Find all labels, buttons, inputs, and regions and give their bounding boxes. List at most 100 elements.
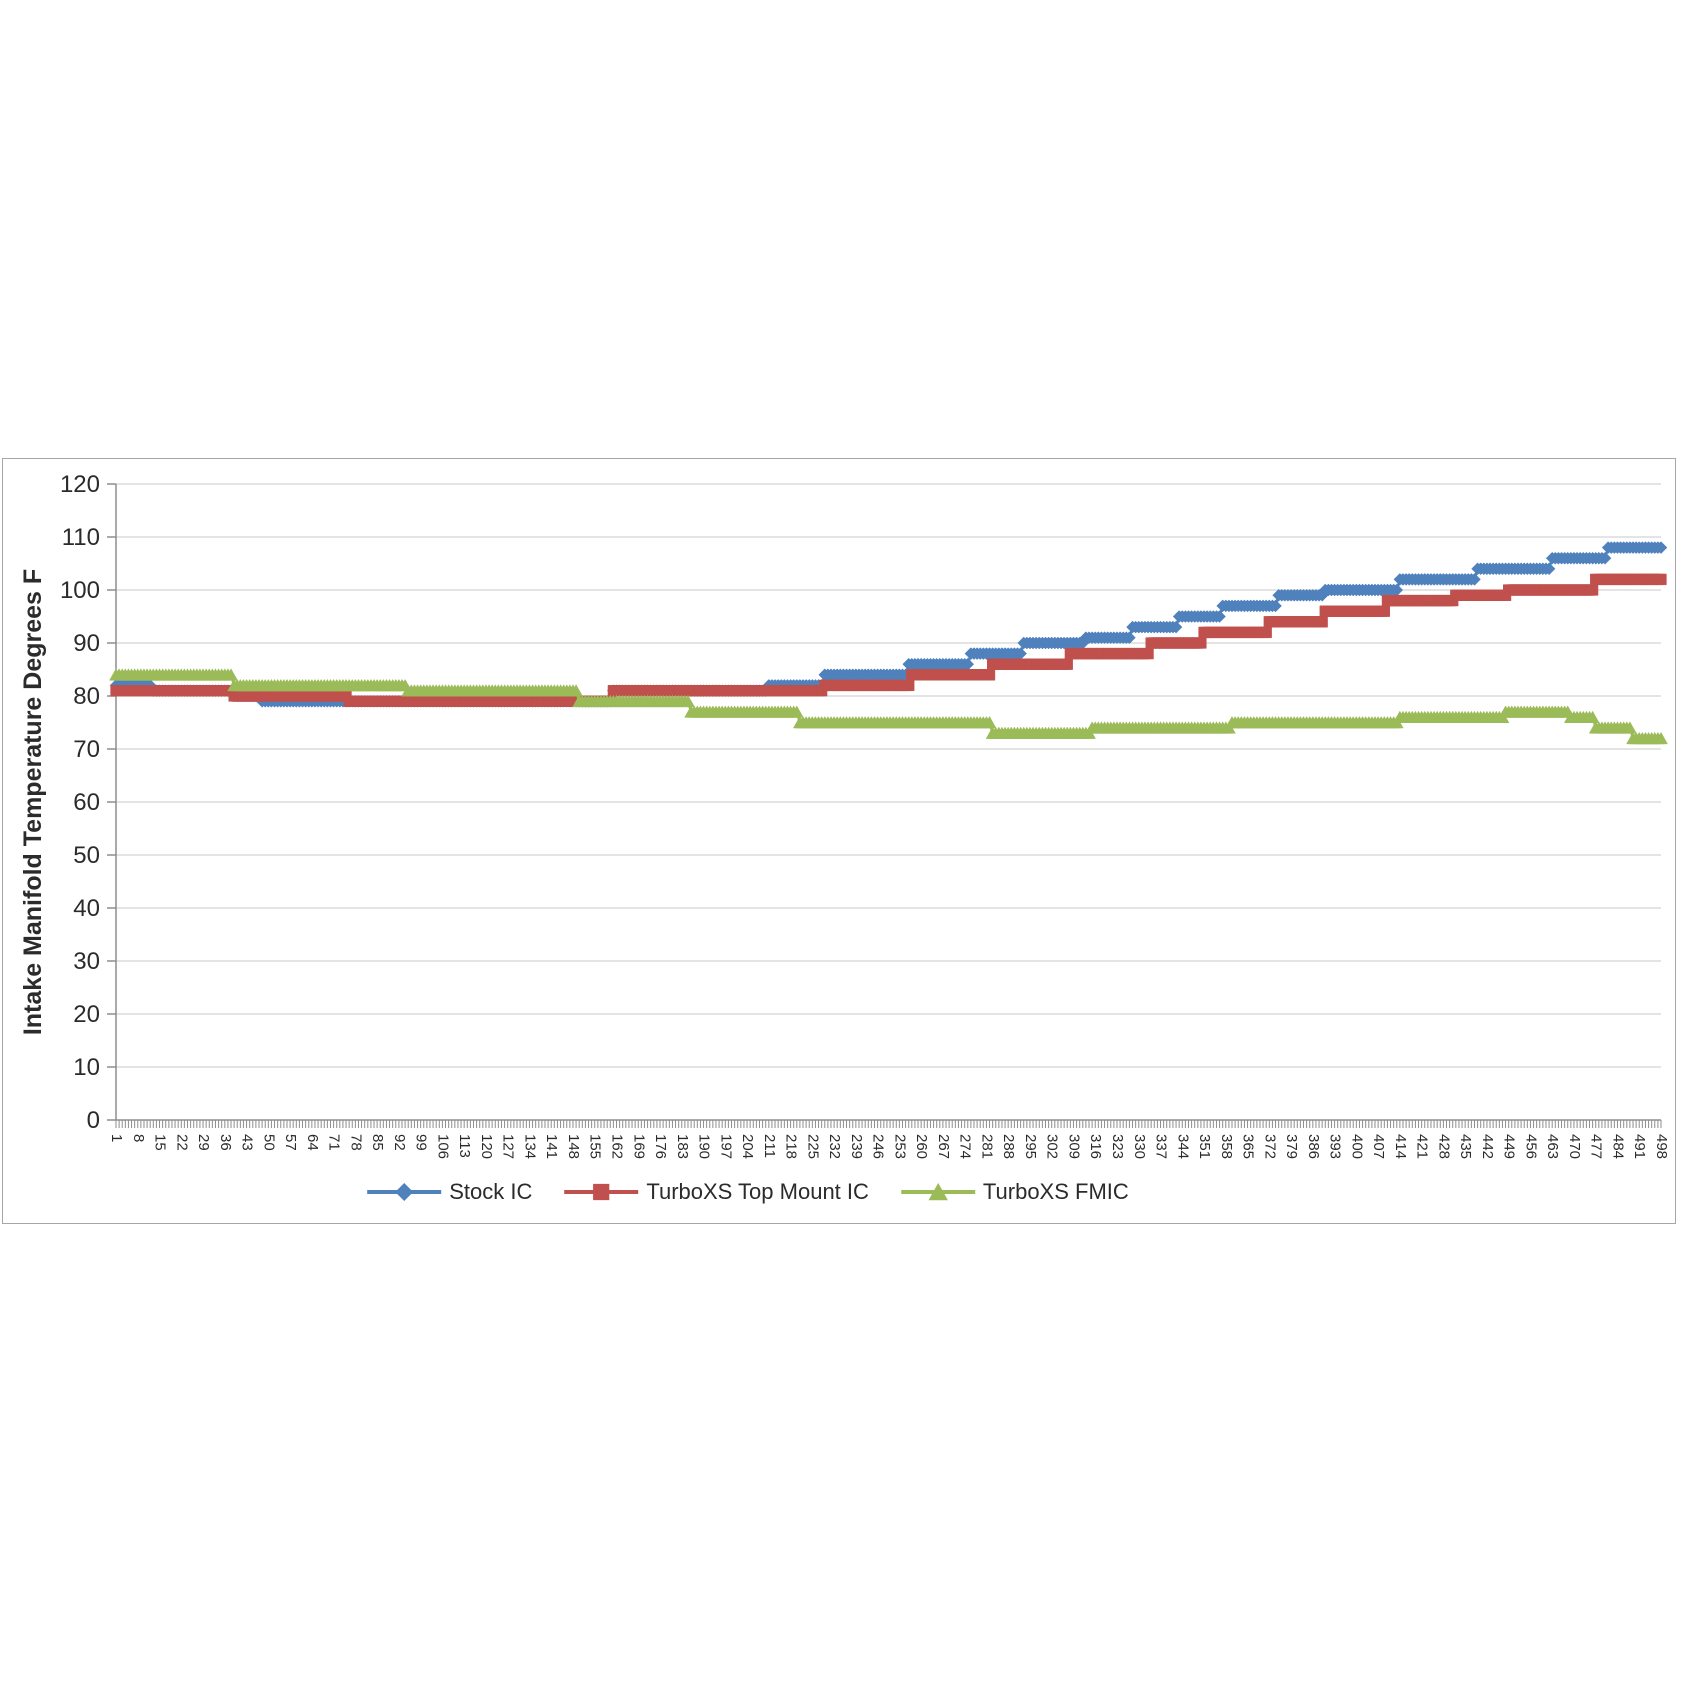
svg-text:148: 148 (565, 1134, 582, 1159)
svg-text:323: 323 (1109, 1134, 1126, 1159)
svg-text:60: 60 (73, 789, 100, 816)
svg-text:141: 141 (543, 1134, 560, 1159)
svg-text:295: 295 (1022, 1134, 1039, 1159)
x-axis-tick-comb (115, 1120, 1662, 1128)
svg-text:176: 176 (652, 1134, 669, 1159)
svg-text:330: 330 (1131, 1134, 1148, 1159)
legend-item-turboxs-top-mount-ic: TurboXS Top Mount IC (562, 1179, 869, 1205)
svg-text:225: 225 (804, 1134, 821, 1159)
svg-text:344: 344 (1174, 1134, 1191, 1159)
svg-text:281: 281 (978, 1134, 995, 1159)
svg-text:400: 400 (1348, 1134, 1365, 1159)
svg-text:288: 288 (1000, 1134, 1017, 1159)
svg-text:155: 155 (587, 1134, 604, 1159)
svg-text:246: 246 (870, 1134, 887, 1159)
svg-text:120: 120 (60, 471, 100, 498)
svg-text:218: 218 (783, 1134, 800, 1159)
svg-text:43: 43 (239, 1134, 256, 1151)
legend: Stock IC TurboXS Top Mount IC TurboXS FM… (365, 1179, 1129, 1205)
svg-text:64: 64 (304, 1134, 321, 1151)
svg-text:30: 30 (73, 948, 100, 975)
svg-text:78: 78 (347, 1134, 364, 1151)
svg-text:386: 386 (1305, 1134, 1322, 1159)
svg-text:442: 442 (1479, 1134, 1496, 1159)
svg-text:100: 100 (60, 577, 100, 604)
y-axis-ticks-labels: 0 10 20 30 40 50 60 70 80 90 100 110 120 (60, 471, 116, 1134)
turboxs-top-mount-line-square-icon (564, 1183, 639, 1201)
svg-text:351: 351 (1196, 1134, 1213, 1159)
chart-frame: 0 10 20 30 40 50 60 70 80 90 100 110 120 1 8 15 22 29 36 43… (2, 458, 1676, 1224)
svg-text:498: 498 (1653, 1134, 1670, 1159)
svg-text:1: 1 (108, 1134, 125, 1142)
svg-text:22: 22 (173, 1134, 190, 1151)
svg-text:393: 393 (1327, 1134, 1344, 1159)
x-axis-labels: 1 8 15 22 29 36 43 50 57 64 71 78 85 92 99 106 113 120 127… (108, 1134, 1670, 1159)
svg-text:110: 110 (62, 524, 100, 551)
legend-item-stock-ic: Stock IC (365, 1179, 532, 1205)
svg-text:267: 267 (935, 1134, 952, 1159)
svg-text:40: 40 (73, 895, 100, 922)
svg-text:134: 134 (521, 1134, 538, 1159)
svg-text:99: 99 (413, 1134, 430, 1151)
svg-text:491: 491 (1631, 1134, 1648, 1159)
svg-text:428: 428 (1435, 1134, 1452, 1159)
svg-text:477: 477 (1588, 1134, 1605, 1159)
svg-text:463: 463 (1544, 1134, 1561, 1159)
legend-label-stock-ic: Stock IC (449, 1179, 533, 1204)
svg-text:449: 449 (1501, 1134, 1518, 1159)
svg-text:456: 456 (1522, 1134, 1539, 1159)
svg-text:57: 57 (282, 1134, 299, 1151)
legend-label-turboxs-top-mount-ic: TurboXS Top Mount IC (646, 1179, 869, 1204)
svg-text:337: 337 (1153, 1134, 1170, 1159)
gridlines (116, 483, 1661, 1068)
svg-text:484: 484 (1609, 1134, 1626, 1159)
svg-text:421: 421 (1414, 1134, 1431, 1159)
svg-text:80: 80 (73, 683, 100, 710)
svg-text:190: 190 (696, 1134, 713, 1159)
svg-text:127: 127 (500, 1134, 517, 1159)
legend-label-turboxs-fmic: TurboXS FMIC (982, 1179, 1129, 1204)
svg-text:358: 358 (1218, 1134, 1235, 1159)
svg-text:50: 50 (260, 1134, 277, 1151)
plot-svg: 0 10 20 30 40 50 60 70 80 90 100 110 120 1 8 15 22 29 36 43… (19, 471, 1670, 1159)
svg-text:365: 365 (1240, 1134, 1257, 1159)
svg-text:239: 239 (848, 1134, 865, 1159)
svg-text:309: 309 (1065, 1134, 1082, 1159)
svg-text:274: 274 (957, 1134, 974, 1159)
series-turboxs-fmic (109, 668, 1668, 745)
svg-text:113: 113 (456, 1134, 473, 1158)
svg-text:162: 162 (608, 1134, 625, 1159)
y-axis-title: Intake Manifold Temperature Degrees F (19, 569, 47, 1035)
svg-text:120: 120 (478, 1134, 495, 1159)
svg-text:183: 183 (674, 1134, 691, 1159)
svg-text:260: 260 (913, 1134, 930, 1159)
svg-text:106: 106 (434, 1134, 451, 1159)
svg-text:232: 232 (826, 1134, 843, 1159)
svg-text:372: 372 (1261, 1134, 1278, 1159)
svg-text:211: 211 (761, 1134, 778, 1158)
svg-text:0: 0 (87, 1107, 100, 1134)
svg-text:435: 435 (1457, 1134, 1474, 1159)
svg-text:50: 50 (73, 842, 100, 869)
legend-item-turboxs-fmic: TurboXS FMIC (899, 1179, 1129, 1205)
turboxs-fmic-line-triangle-icon (900, 1183, 975, 1201)
svg-text:407: 407 (1370, 1134, 1387, 1159)
svg-text:414: 414 (1392, 1134, 1409, 1159)
svg-text:85: 85 (369, 1134, 386, 1151)
svg-text:253: 253 (891, 1134, 908, 1159)
svg-text:10: 10 (73, 1054, 100, 1081)
svg-text:70: 70 (73, 736, 100, 763)
svg-text:204: 204 (739, 1134, 756, 1159)
svg-text:71: 71 (326, 1134, 343, 1151)
svg-text:92: 92 (391, 1134, 408, 1151)
svg-text:36: 36 (217, 1134, 234, 1151)
svg-text:302: 302 (1044, 1134, 1061, 1159)
svg-text:197: 197 (717, 1134, 734, 1159)
svg-text:379: 379 (1283, 1134, 1300, 1159)
svg-text:90: 90 (73, 630, 100, 657)
svg-text:29: 29 (195, 1134, 212, 1151)
svg-text:316: 316 (1087, 1134, 1104, 1159)
svg-text:8: 8 (130, 1134, 147, 1142)
stock-ic-line-diamond-icon (367, 1183, 442, 1201)
